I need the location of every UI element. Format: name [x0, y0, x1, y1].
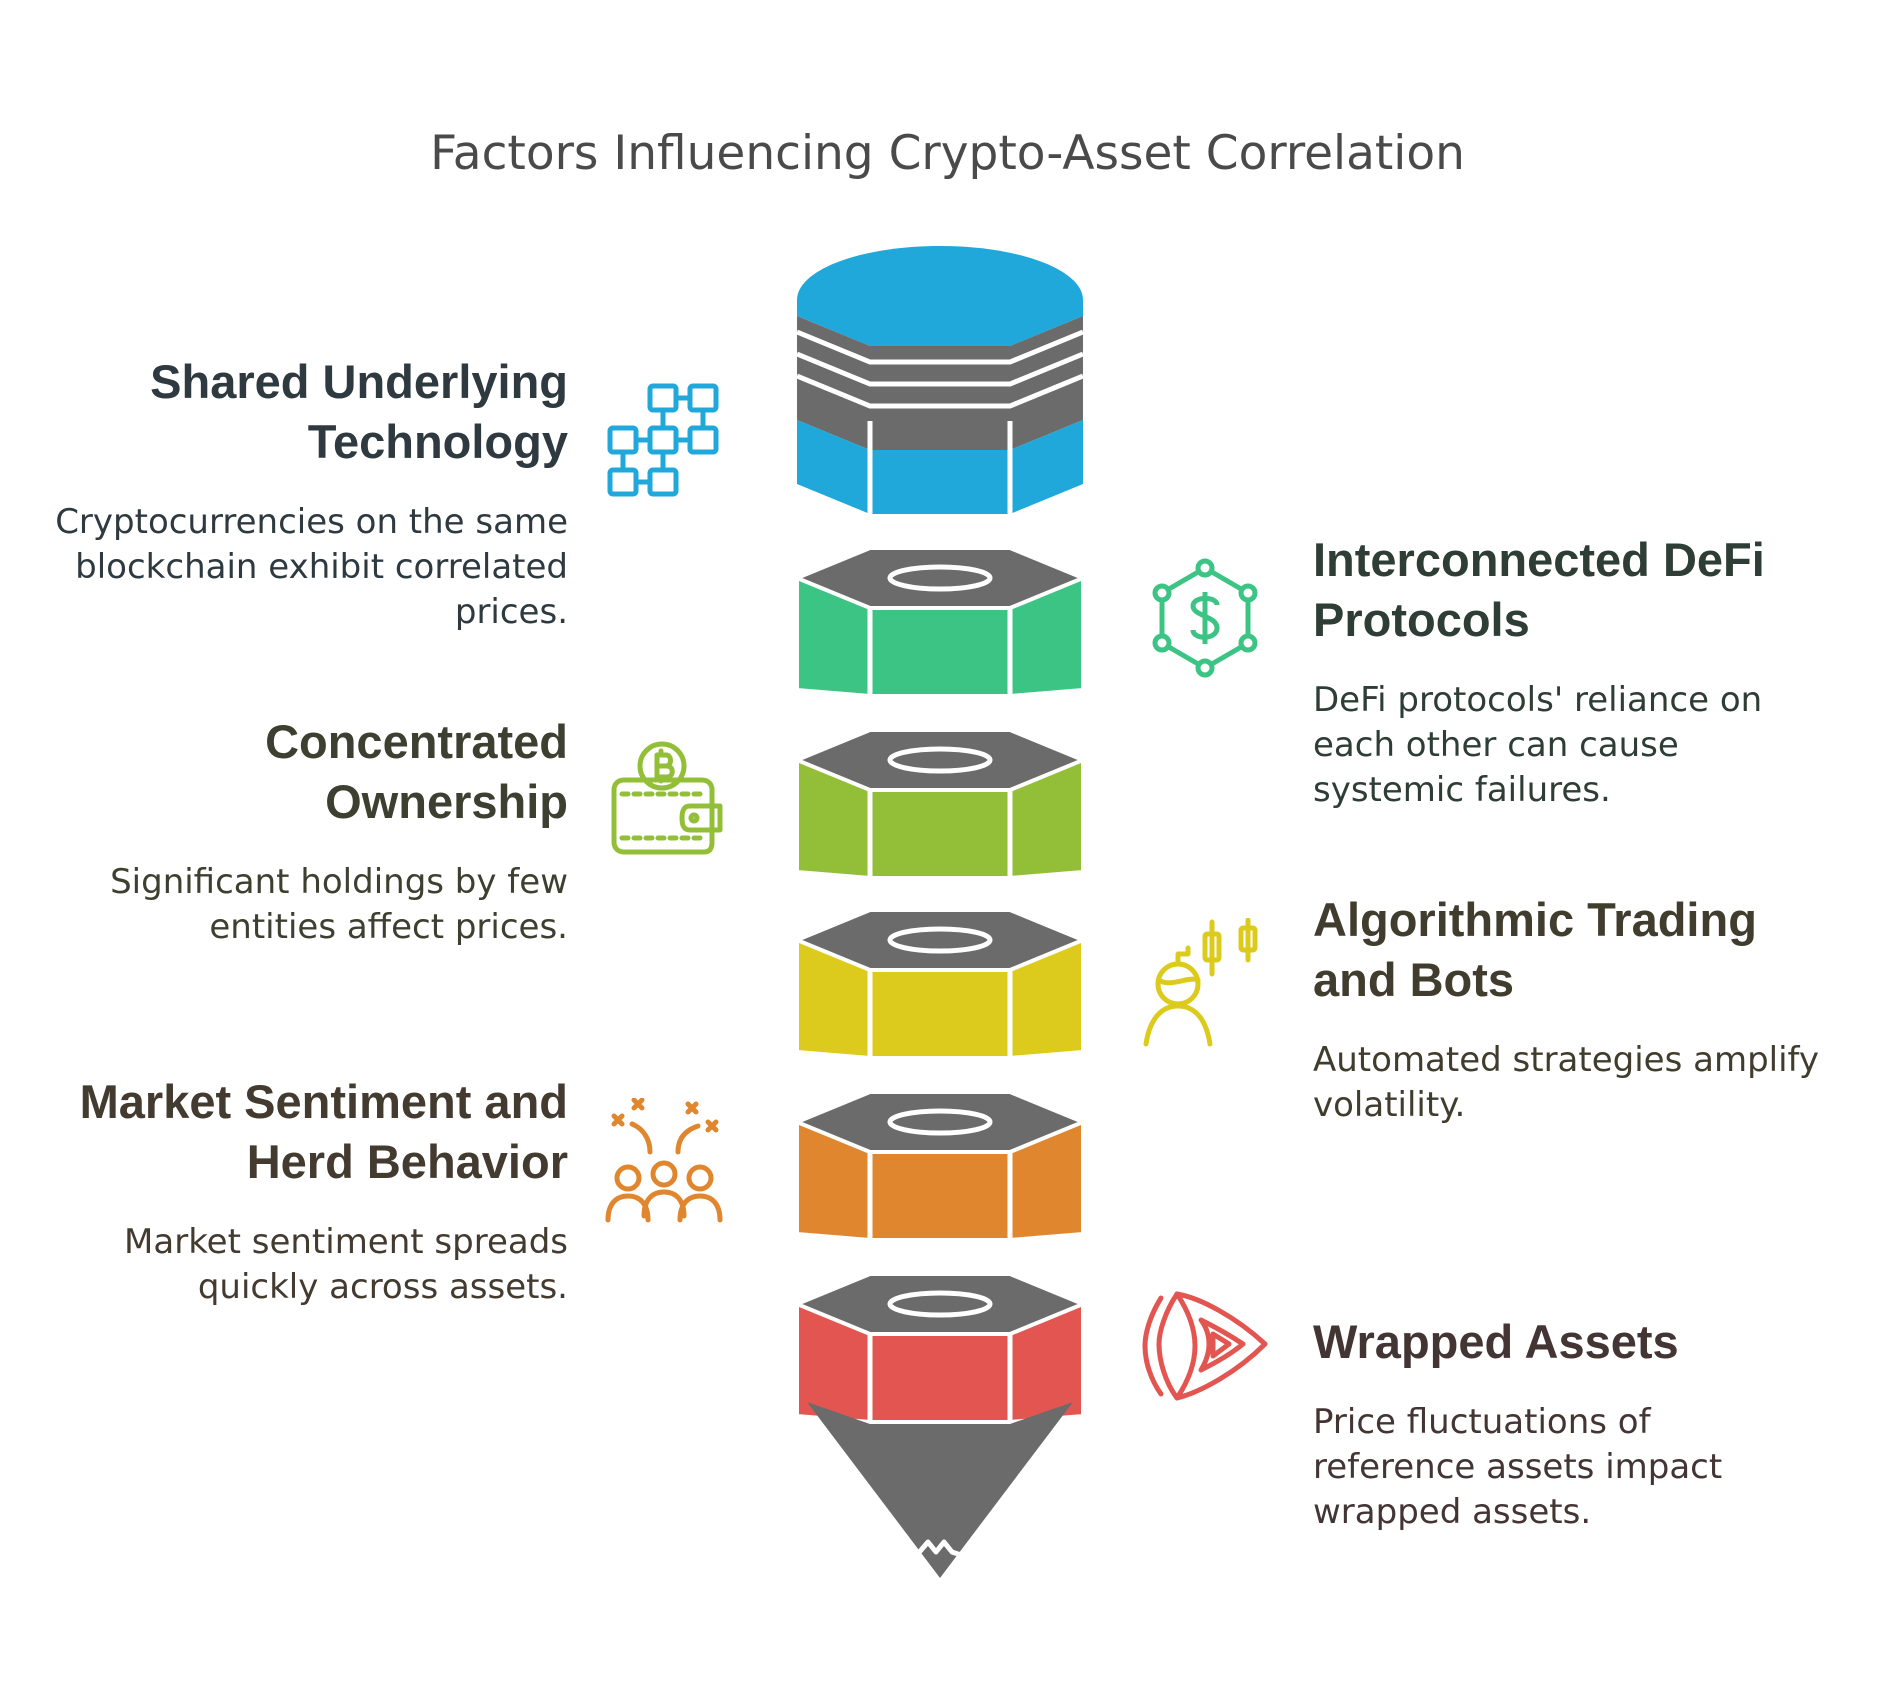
blockchain-blocks-icon — [607, 383, 719, 497]
diagram-title: Factors Influencing Crypto-Asset Correla… — [430, 126, 1465, 181]
factor-heading: Shared Underlying Technology — [150, 355, 568, 468]
factor-concentrated-ownership: Concentrated Ownership Significant holdi… — [48, 712, 568, 950]
factor-heading: Algorithmic Trading and Bots — [1313, 893, 1757, 1006]
top-band-stripe — [796, 329, 1084, 365]
defi-network-dollar-icon — [1152, 558, 1258, 678]
top-band-stripe — [796, 373, 1084, 409]
factor-heading: Wrapped Assets — [1313, 1315, 1679, 1368]
pencil-tip-notch — [914, 1539, 965, 1559]
segment-hole-4 — [887, 1108, 993, 1136]
segment-hole-2 — [887, 746, 993, 774]
crowd-celebration-icon — [605, 1098, 723, 1223]
factor-algorithmic-trading: Algorithmic Trading and Bots Automated s… — [1313, 890, 1833, 1128]
bitcoin-wallet-icon — [611, 741, 723, 855]
factor-heading: Market Sentiment and Herd Behavior — [79, 1075, 568, 1188]
trader-candlestick-icon — [1143, 918, 1258, 1047]
factor-description: Market sentiment spreads quickly across … — [124, 1222, 568, 1307]
factor-shared-technology: Shared Underlying Technology Cryptocurre… — [48, 352, 568, 635]
factor-heading: Concentrated Ownership — [265, 715, 568, 828]
segment-hole-3 — [887, 926, 993, 954]
factor-description: Significant holdings by few entities aff… — [110, 862, 568, 947]
top-band-stripe — [796, 351, 1084, 387]
top-dome — [797, 246, 1083, 346]
factor-heading: Interconnected DeFi Protocols — [1313, 533, 1765, 646]
factor-description: Automated strategies amplify volatility. — [1313, 1040, 1820, 1125]
factor-market-sentiment: Market Sentiment and Herd Behavior Marke… — [48, 1072, 568, 1310]
factor-description: Cryptocurrencies on the same blockchain … — [55, 502, 568, 632]
factor-description: DeFi protocols' reliance on each other c… — [1313, 680, 1763, 810]
pencil-tip — [807, 1402, 1073, 1578]
factor-description: Price fluctuations of reference assets i… — [1313, 1402, 1723, 1532]
segment-hole-1 — [887, 564, 993, 592]
factor-interconnected-defi: Interconnected DeFi Protocols DeFi proto… — [1313, 530, 1833, 813]
wrapped-play-icon — [1142, 1291, 1268, 1401]
segment-hole-5 — [887, 1290, 993, 1318]
factor-wrapped-assets: Wrapped Assets Price fluctuations of ref… — [1313, 1312, 1833, 1535]
